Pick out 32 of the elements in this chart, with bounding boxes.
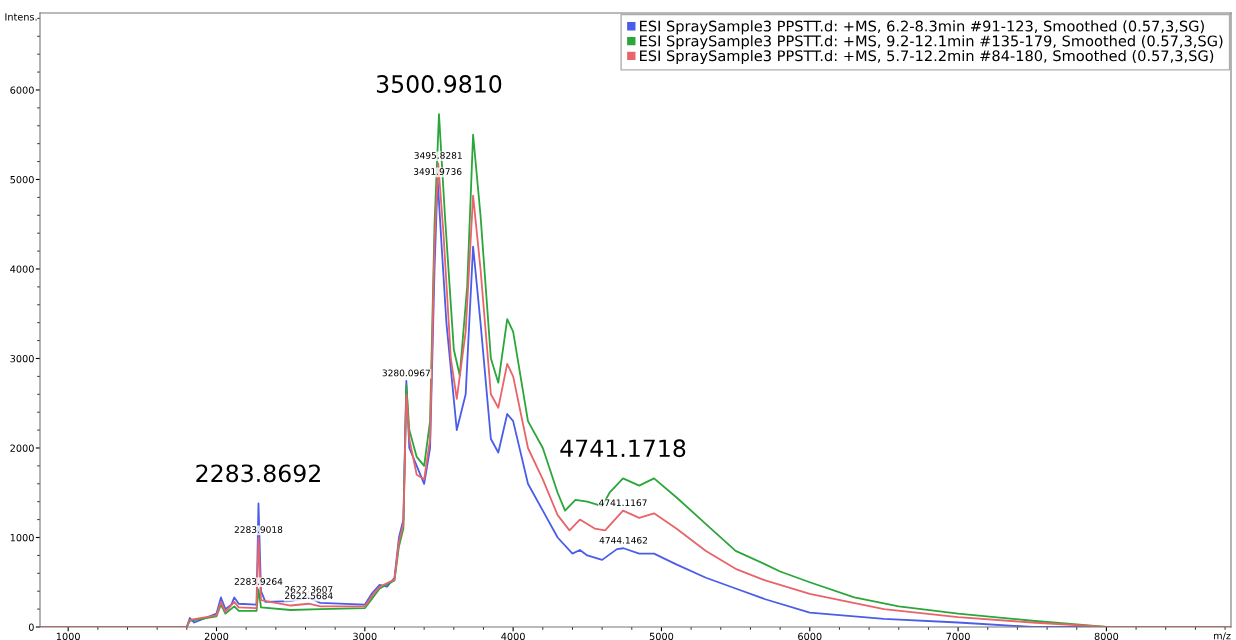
annotation: 3491.9736 (413, 168, 462, 175)
y-tick-label: 1000 (10, 533, 34, 542)
y-axis-title: Intens. (5, 13, 37, 21)
x-tick-label: 6000 (798, 632, 822, 640)
legend-label: ESI SpraySample3 PPSTT.d: +MS, 5.7-12.2min #84-180, Smoothed (0.57,3,SG) (640, 49, 1214, 65)
x-axis-title: m/z (1214, 632, 1231, 640)
legend-label: ESI SpraySample3 PPSTT.d: +MS, 6.2-8.3min #91-123, Smoothed (0.57,3,SG) (640, 20, 1204, 35)
annotation: 4741.1167 (599, 499, 647, 507)
annotation: 2622.5684 (285, 592, 333, 600)
annotation: 2283.9018 (234, 526, 283, 533)
annotation: 2622.3607 (285, 586, 333, 593)
y-tick-label: 6000 (10, 86, 34, 94)
x-tick-label: 3000 (353, 632, 377, 640)
annotation: 4741.1718 (560, 439, 686, 458)
y-tick-label: 0 (28, 623, 34, 631)
x-tick-label: 2000 (204, 632, 229, 640)
x-tick-label: 5000 (649, 632, 674, 640)
x-tick-label: 1000 (56, 632, 80, 640)
annotation: 3495.8281 (414, 152, 462, 159)
annotation: 2283.8692 (196, 464, 320, 483)
y-tick-label: 2000 (10, 444, 34, 452)
annotation: 3500.9810 (376, 75, 502, 93)
legend-label: ESI SpraySample3 PPSTT.d: +MS, 9.2-12.1min #135-179, Smoothed (0.57,3,SG) (640, 35, 1223, 50)
annotation: 4744.1462 (599, 536, 647, 544)
annotation: 3280.0967 (382, 369, 430, 377)
x-tick-label: 7000 (946, 632, 970, 640)
x-tick-label: 8000 (1094, 632, 1119, 640)
x-tick-label: 4000 (501, 632, 525, 640)
y-tick-label: 3000 (10, 354, 34, 363)
annotation: 2283.9264 (234, 578, 283, 585)
y-tick-label: 5000 (10, 175, 34, 184)
y-tick-label: 4000 (10, 265, 34, 273)
